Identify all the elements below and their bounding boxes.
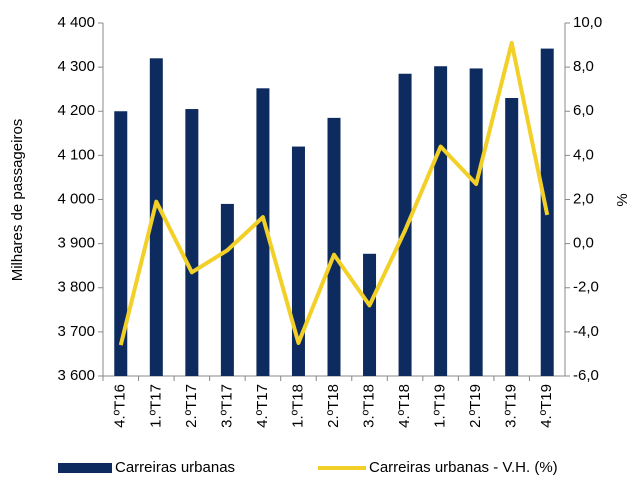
bar: [149, 58, 163, 377]
legend-label: Carreiras urbanas - V.H. (%): [369, 459, 558, 476]
y2-tick-label: 8,0: [573, 58, 594, 75]
x-tick-label: 4.ºT18: [396, 384, 413, 428]
bar: [114, 111, 128, 376]
bar: [398, 73, 412, 377]
y-tick-label: 4 400: [57, 14, 95, 31]
y2-tick-label: 10,0: [573, 14, 602, 31]
y-tick-label: 4 000: [57, 190, 95, 207]
x-tick-label: 1.ºT17: [147, 384, 164, 428]
y2-tick-label: 0,0: [573, 235, 594, 252]
y-tick-label: 4 200: [57, 102, 95, 119]
y-tick-label: 3 800: [57, 279, 95, 296]
legend-swatch: [58, 463, 112, 473]
x-tick-label: 2.ºT19: [467, 384, 484, 428]
bar: [434, 66, 448, 377]
bar: [256, 88, 270, 377]
bar: [220, 203, 234, 376]
bar: [469, 68, 483, 376]
y-tick-label: 3 600: [57, 367, 95, 384]
x-tick-label: 1.ºT18: [289, 384, 306, 428]
bar: [291, 146, 305, 376]
x-tick-label: 3.ºT18: [361, 384, 378, 428]
y-tick-label: 3 700: [57, 323, 95, 340]
y2-tick-label: 6,0: [573, 102, 594, 119]
y-tick-label: 3 900: [57, 235, 95, 252]
x-tick-label: 2.ºT17: [183, 384, 200, 428]
x-tick-label: 3.ºT19: [503, 384, 520, 428]
x-tick-label: 2.ºT18: [325, 384, 342, 428]
y2-axis-title: %: [614, 193, 631, 206]
y2-tick-label: -2,0: [573, 279, 599, 296]
y2-tick-label: -6,0: [573, 367, 599, 384]
line: [118, 40, 550, 346]
y-tick-label: 4 300: [57, 58, 95, 75]
bar: [185, 109, 199, 376]
y2-tick-label: 4,0: [573, 146, 594, 163]
x-tick-label: 3.ºT17: [218, 384, 235, 428]
x-tick-label: 4.ºT16: [112, 384, 129, 428]
x-tick-label: 1.ºT19: [432, 384, 449, 428]
y-tick-label: 4 100: [57, 146, 95, 163]
bar: [505, 98, 519, 376]
y2-tick-label: 2,0: [573, 190, 594, 207]
legend-label: Carreiras urbanas: [115, 459, 235, 476]
bar: [327, 117, 341, 377]
x-tick-label: 4.ºT17: [254, 384, 271, 428]
bar: [363, 253, 377, 376]
y-axis-title: Milhares de passageiros: [9, 119, 26, 282]
x-tick-label: 4.ºT19: [538, 384, 555, 428]
y2-tick-label: -4,0: [573, 323, 599, 340]
